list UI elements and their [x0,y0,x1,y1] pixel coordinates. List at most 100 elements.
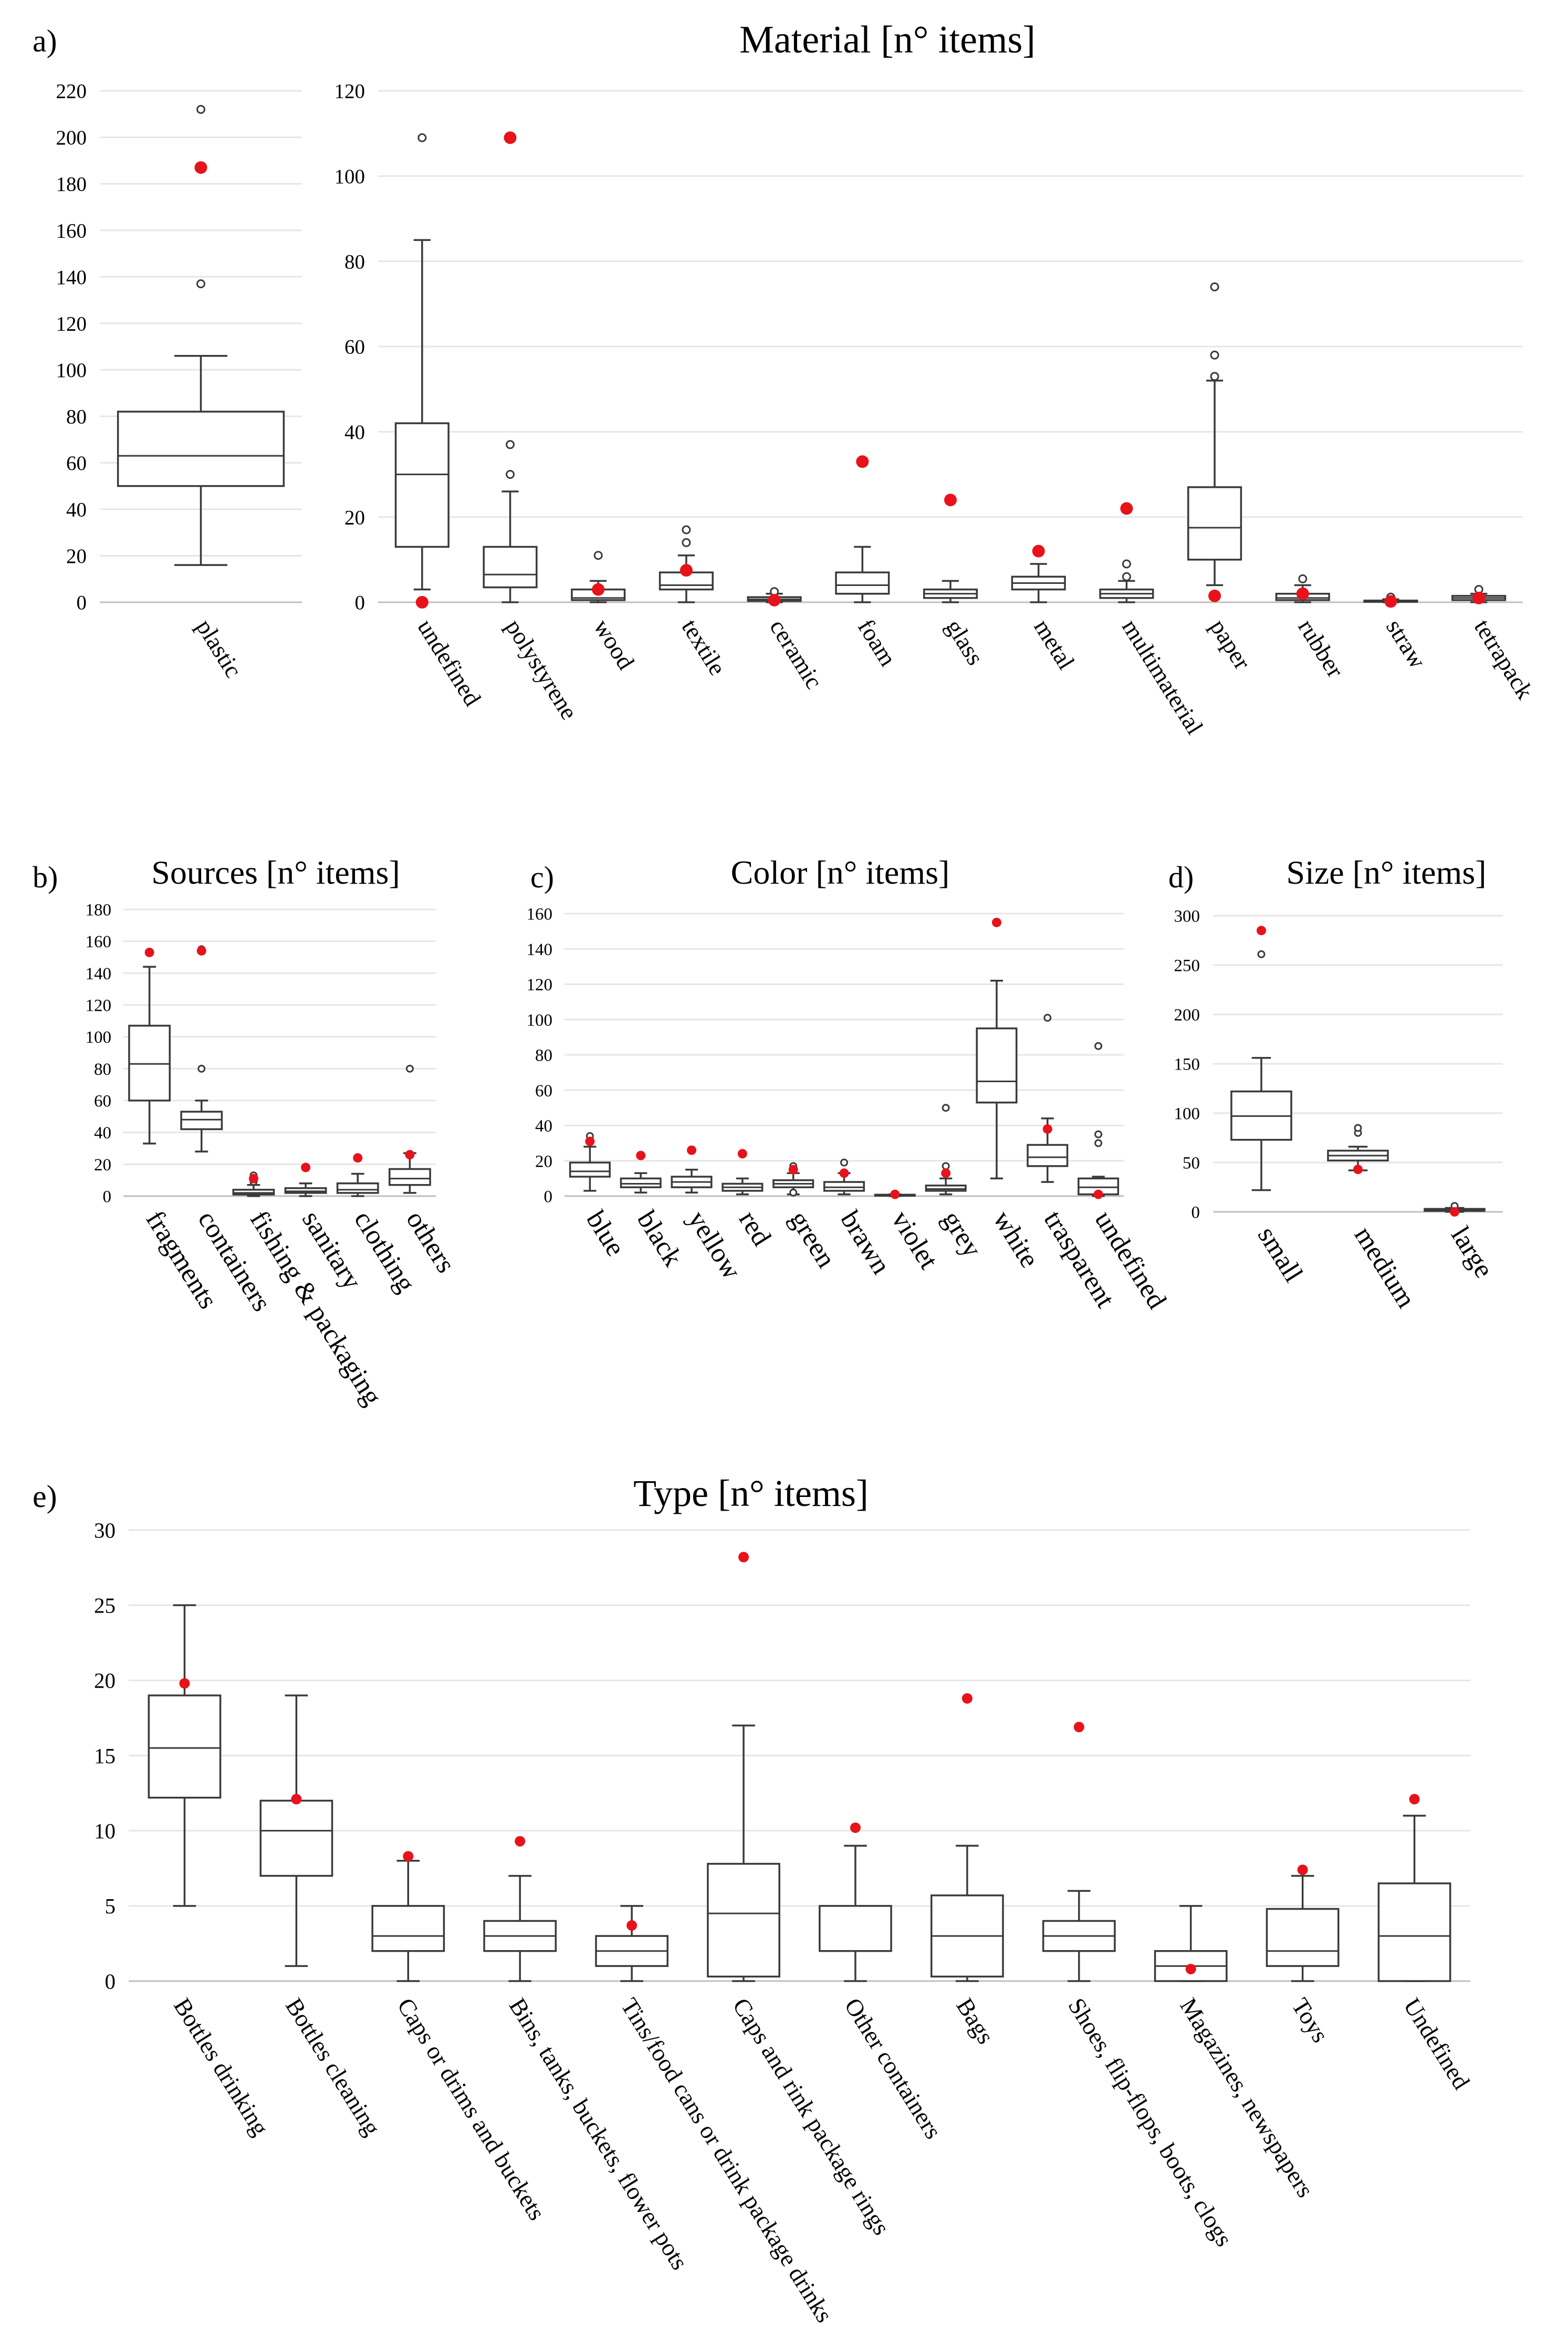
red-marker-point [403,1851,414,1862]
red-marker-point [405,1150,415,1160]
x-tick-label: green [784,1206,842,1273]
red-marker-point [991,917,1001,927]
box-tetrapack [1451,585,1507,604]
box-fragments [128,947,171,1145]
x-tick-label: white [987,1206,1045,1273]
y-tick-label: 20 [344,506,365,529]
iqr-box [483,546,538,589]
red-marker-point [1208,589,1221,602]
red-marker-point [1450,1207,1459,1217]
iqr-box [1027,1144,1069,1167]
red-marker-point [291,1794,302,1805]
red-marker-point [196,946,206,956]
chart-title: Size [n° items] [1286,854,1486,891]
chart-title: Material [n° items] [739,18,1036,61]
y-tick-label: 30 [94,1518,116,1542]
iqr-box [1187,486,1242,561]
red-marker-point [737,1149,747,1159]
outlier-point [1043,1013,1052,1022]
red-marker-point [1042,1124,1052,1134]
iqr-box [336,1182,379,1194]
outlier-point [682,525,691,535]
red-marker-point [768,593,781,606]
y-tick-label: 120 [527,976,553,994]
panel-label: c) [530,860,554,894]
outlier-point [1094,1139,1103,1147]
red-marker-point [788,1165,798,1175]
x-tick-label: paper [1205,614,1256,674]
red-marker-point [1120,502,1133,515]
y-tick-label: 160 [56,219,87,242]
red-marker-point [687,1145,697,1155]
red-marker-point [1409,1794,1420,1805]
box-small [1230,926,1292,1191]
chart-title: Type [n° items] [633,1472,869,1514]
iqr-box [925,1185,967,1192]
chart-title: Color [n° items] [731,854,950,891]
red-marker-point [353,1153,363,1163]
y-tick-label: 180 [56,173,87,196]
y-tick-label: 120 [56,312,87,335]
box-medium [1327,1124,1389,1175]
y-tick-label: 20 [94,1669,116,1693]
box-clothing [336,1153,379,1197]
y-tick-label: 20 [535,1152,552,1171]
panel-label: a) [33,24,57,58]
red-marker-point [1073,1722,1084,1733]
outlier-point [506,440,515,449]
red-marker-point [1185,1964,1196,1975]
red-marker-point [504,131,517,144]
x-tick-label: small [1252,1221,1309,1287]
box-textile [658,525,714,603]
y-tick-label: 0 [1191,1203,1200,1222]
iqr-box [232,1189,275,1196]
x-tick-label: textile [676,614,731,680]
outlier-point [197,1064,206,1073]
box-paper [1187,282,1242,602]
outlier-point [1257,950,1266,958]
box-bags [930,1693,1004,1982]
red-marker-point [248,1174,258,1184]
x-tick-label: multimaterial [1117,614,1209,739]
x-tick-label: polystyrene [500,614,583,724]
x-tick-label: Bottles drinking [169,1993,274,2140]
iqr-box [180,1111,223,1130]
outlier-point [840,1158,848,1167]
x-tick-label: brawn [834,1206,896,1279]
red-marker-point [944,494,957,507]
red-marker-point [1297,1865,1308,1876]
iqr-box [1266,1908,1340,1967]
red-marker-point [839,1168,849,1178]
red-marker-point [592,583,605,596]
y-tick-label: 100 [1174,1105,1200,1124]
outlier-point [1210,372,1219,381]
red-marker-point [680,564,693,577]
outlier-point [1122,559,1131,569]
y-tick-label: 80 [66,405,87,428]
x-tick-label: Bottles cleaning [280,1993,386,2140]
y-tick-label: 10 [94,1819,116,1843]
red-marker-point [515,1836,526,1847]
iqr-box [976,1027,1018,1104]
y-tick-label: 180 [86,901,112,920]
y-tick-label: 100 [334,165,365,188]
y-tick-label: 20 [66,545,87,568]
y-tick-label: 100 [56,359,87,382]
red-marker-point [636,1150,646,1160]
outlier-point [789,1188,798,1197]
x-tick-label: Toys [1287,1993,1334,2047]
box-polystyrene [483,131,538,603]
outlier-point [942,1162,950,1170]
y-tick-label: 120 [86,997,112,1015]
box-caps-and-rink-package-rings [707,1552,780,1982]
box-white [976,917,1018,1180]
y-tick-label: 25 [94,1594,116,1618]
y-tick-label: 100 [527,1011,553,1030]
iqr-box [148,1694,222,1799]
x-tick-label: glass [941,614,989,669]
y-tick-label: 15 [94,1744,116,1768]
box-rubber [1275,574,1330,603]
red-marker-point [1032,544,1045,558]
y-tick-label: 200 [56,127,87,149]
box-red [722,1149,764,1196]
